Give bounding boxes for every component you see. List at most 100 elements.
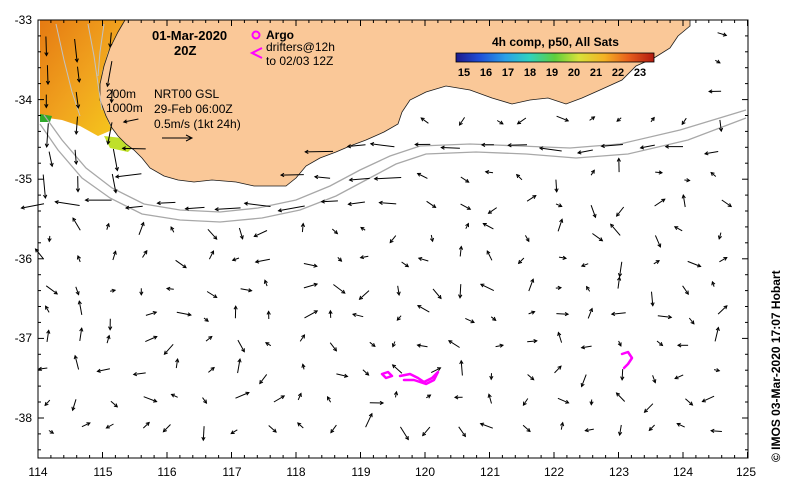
current-vector-head xyxy=(304,149,309,155)
current-vector-head xyxy=(347,201,352,207)
scale-arrow-icon xyxy=(162,134,194,142)
current-vector-head xyxy=(404,263,410,268)
colorbar-tick-label: 19 xyxy=(546,67,558,79)
current-vector xyxy=(389,235,397,243)
current-vector xyxy=(142,422,150,429)
current-vector xyxy=(430,234,434,242)
current-vector xyxy=(721,199,732,207)
current-vector xyxy=(422,426,431,436)
current-vector xyxy=(496,120,504,125)
current-vector-head xyxy=(466,206,472,210)
current-vector xyxy=(268,425,277,433)
current-vector-head xyxy=(657,243,662,248)
current-vector xyxy=(74,149,77,165)
current-vector xyxy=(299,334,305,342)
current-vector xyxy=(46,330,50,342)
current-vector-head xyxy=(86,422,91,426)
current-vector-head xyxy=(243,201,249,206)
current-vector xyxy=(654,198,666,207)
current-vector xyxy=(441,147,460,149)
current-vector xyxy=(46,123,49,147)
current-vector-head xyxy=(79,327,84,332)
current-vector xyxy=(577,149,593,154)
current-vector xyxy=(202,397,207,404)
current-vector xyxy=(426,200,436,208)
current-vector xyxy=(240,288,252,292)
current-vector-head xyxy=(44,52,49,57)
current-vector-head xyxy=(203,399,208,404)
current-vector-head xyxy=(153,335,158,340)
current-vector-head xyxy=(530,376,535,381)
current-vector xyxy=(420,117,429,124)
current-vector-head xyxy=(465,222,469,228)
current-vector-head xyxy=(416,343,421,348)
current-vector-head xyxy=(710,428,715,434)
current-vector-head xyxy=(162,428,167,433)
current-vector-head xyxy=(499,120,504,125)
colorbar-labels: 15 16 17 18 19 20 21 22 23 xyxy=(458,67,646,79)
current-vector xyxy=(365,413,373,428)
current-vector-head xyxy=(405,435,409,441)
current-vector xyxy=(369,341,376,347)
x-tick-label: 116 xyxy=(157,465,176,479)
current-vector xyxy=(460,360,463,376)
current-vector xyxy=(205,336,213,342)
contour-offshore-3 xyxy=(97,23,105,77)
current-vector-head xyxy=(620,376,625,381)
current-vector xyxy=(719,119,722,132)
current-vector-head xyxy=(516,120,522,125)
current-vector xyxy=(237,359,241,374)
current-vector xyxy=(202,426,205,441)
current-vector xyxy=(255,258,270,263)
current-vector-head xyxy=(610,311,616,317)
current-vector xyxy=(524,235,530,242)
y-tick-label: -37 xyxy=(15,331,33,345)
current-vector-head xyxy=(170,226,175,231)
current-vector xyxy=(45,285,58,295)
current-vector-head xyxy=(360,226,365,231)
product-label: NRT00 GSL xyxy=(154,87,219,101)
current-vector-head xyxy=(717,235,722,240)
current-vector-head xyxy=(655,260,660,264)
current-vector xyxy=(72,399,77,411)
current-vector xyxy=(592,233,603,242)
current-vector-head xyxy=(661,198,666,203)
current-vector-head xyxy=(313,310,319,315)
current-vector xyxy=(75,91,79,108)
current-vector-head xyxy=(328,309,333,315)
current-vector xyxy=(656,340,663,346)
current-vector xyxy=(557,332,563,343)
current-vector xyxy=(106,61,113,87)
current-vector xyxy=(78,301,83,315)
contour-offshore-1 xyxy=(55,23,81,117)
current-vector xyxy=(45,36,47,56)
current-vector-head xyxy=(676,422,681,427)
current-vector xyxy=(555,179,558,192)
current-vector-head xyxy=(440,145,445,150)
current-vector-head xyxy=(600,143,605,149)
current-vector xyxy=(430,367,441,374)
colorbar xyxy=(455,52,655,63)
current-vector-head xyxy=(75,291,80,296)
current-vector-head xyxy=(525,237,530,243)
current-vector-head xyxy=(313,263,318,268)
current-vector-head xyxy=(111,288,117,293)
current-vector-head xyxy=(564,117,570,122)
current-vector xyxy=(417,344,428,348)
map-date: 01-Mar-2020 xyxy=(152,28,227,43)
current-vector xyxy=(106,223,110,230)
current-vector-head xyxy=(589,401,594,406)
argo-legend-label: Argo xyxy=(266,28,294,42)
current-vector xyxy=(142,250,148,258)
current-vector xyxy=(370,143,395,148)
current-vector xyxy=(556,313,569,315)
current-vector xyxy=(717,305,728,315)
current-vector xyxy=(111,89,113,103)
current-vector-head xyxy=(515,173,521,179)
current-vector-head xyxy=(245,391,250,396)
current-vector-head xyxy=(113,403,119,408)
current-vector-head xyxy=(530,278,535,283)
x-tick-label: 124 xyxy=(673,465,693,479)
current-vector xyxy=(486,250,493,261)
current-vector-head xyxy=(708,89,713,94)
